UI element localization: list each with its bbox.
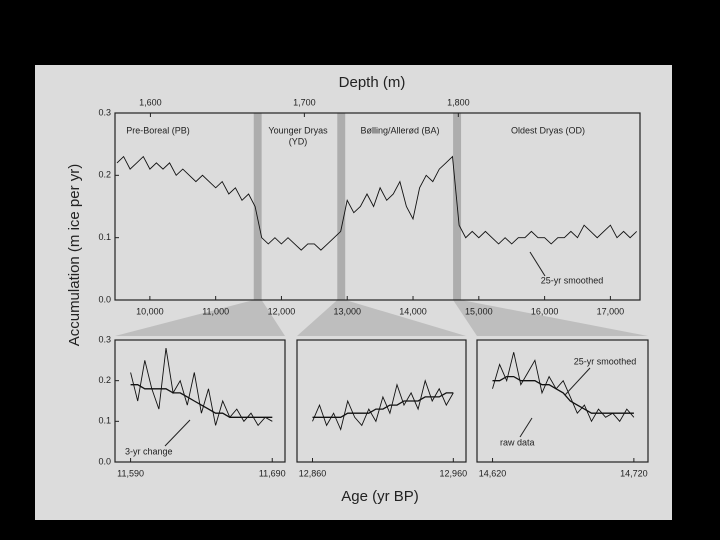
x-tick-label: 15,000	[465, 306, 493, 316]
x-tick-label: 17,000	[597, 306, 625, 316]
y-tick-label: 0.2	[98, 375, 111, 385]
x-axis-title: Age (yr BP)	[341, 488, 419, 505]
data-line	[312, 379, 454, 431]
pointer	[519, 417, 533, 438]
y-axis-title: Accumulation (m ice per yr)	[66, 164, 83, 347]
y-tick-label: 0.0	[98, 456, 111, 466]
x-tick-label: 10,000	[136, 306, 164, 316]
y-tick-label: 0.3	[98, 334, 111, 344]
data-line	[130, 384, 273, 418]
x-tick-label: 11,000	[202, 306, 229, 316]
x2-axis-title: Depth (m)	[339, 74, 406, 91]
pointer	[529, 251, 546, 277]
data-line	[492, 352, 635, 423]
pointer	[164, 419, 191, 447]
x-tick-label: 14,620	[479, 468, 507, 478]
pointer	[564, 367, 591, 396]
data-line	[116, 155, 638, 251]
annotation: Pre-Boreal (PB)	[126, 125, 190, 135]
data-line	[492, 375, 634, 414]
zoom-band	[337, 113, 346, 300]
x2-tick-label: 1,700	[293, 97, 316, 107]
series-label: raw data	[500, 437, 535, 447]
y-tick-label: 0.3	[98, 107, 111, 117]
annotation: Bølling/Allerød (BA)	[360, 125, 439, 135]
plot-frame	[114, 339, 286, 463]
x-tick-label: 16,000	[531, 306, 559, 316]
plot-frame	[296, 339, 467, 463]
annotation: Oldest Dryas (OD)	[511, 125, 585, 135]
x-tick-label: 14,000	[399, 306, 427, 316]
zoom-connector	[115, 300, 285, 336]
x2-tick-label: 1,600	[139, 97, 162, 107]
annotation: Younger Dryas	[268, 125, 328, 135]
y-tick-label: 0.1	[98, 416, 111, 426]
plot-frame	[114, 112, 641, 301]
y-tick-label: 0.1	[98, 232, 111, 242]
scan-page	[35, 65, 672, 520]
series-label: 25-yr smoothed	[574, 356, 637, 366]
zoom-connector	[453, 300, 648, 336]
zoom-connector	[297, 300, 466, 336]
x-tick-label: 12,000	[268, 306, 296, 316]
y-tick-label: 0.0	[98, 294, 111, 304]
data-line	[130, 348, 273, 427]
x-tick-label: 12,960	[440, 468, 468, 478]
x-tick-label: 14,720	[620, 468, 648, 478]
zoom-band	[253, 113, 262, 300]
annotation: 3-yr change	[125, 446, 173, 456]
data-line	[312, 392, 454, 418]
y-tick-label: 0.2	[98, 170, 111, 180]
x-tick-label: 11,590	[117, 468, 144, 478]
x-tick-label: 13,000	[333, 306, 361, 316]
x2-tick-label: 1,800	[447, 97, 470, 107]
annotation: (YD)	[289, 136, 308, 146]
plot-frame	[476, 339, 649, 463]
x-tick-label: 11,690	[259, 468, 286, 478]
x-tick-label: 12,860	[299, 468, 327, 478]
series-label: 25-yr smoothed	[541, 275, 604, 285]
